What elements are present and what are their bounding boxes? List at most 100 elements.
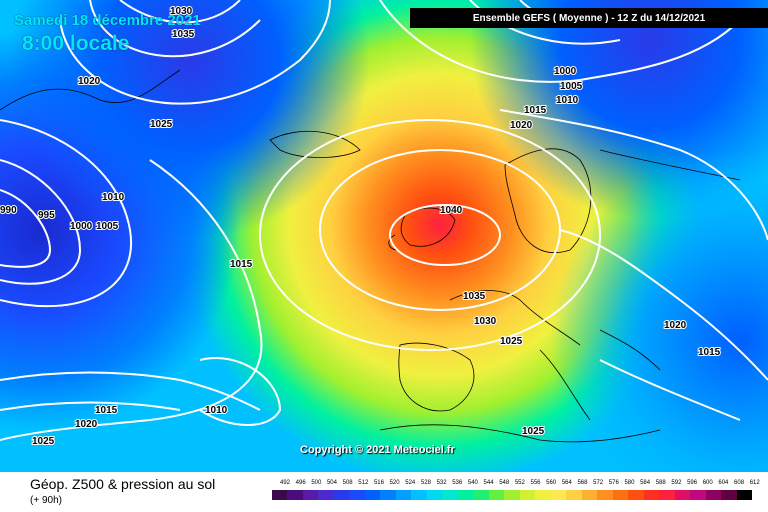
scale-label: 496 bbox=[295, 480, 306, 486]
scale-swatch bbox=[566, 490, 582, 500]
scale-label: 520 bbox=[389, 480, 400, 486]
scale-swatch bbox=[550, 490, 567, 500]
scale-label: 604 bbox=[718, 480, 729, 486]
scale-swatch bbox=[349, 490, 365, 500]
scale-label: 536 bbox=[452, 480, 463, 486]
isobar-label: 1020 bbox=[75, 419, 98, 430]
scale-swatch bbox=[628, 490, 644, 500]
weather-map: 1030 1035 1020 1025 1010 990 995 1000 10… bbox=[0, 0, 768, 472]
isobar-label: 1015 bbox=[230, 259, 253, 270]
scale-swatch bbox=[581, 490, 598, 500]
isobar-label: 1015 bbox=[698, 347, 721, 358]
scale-label: 524 bbox=[405, 480, 416, 486]
model-run-info: Ensemble GEFS ( Moyenne ) - 12 Z du 14/1… bbox=[410, 8, 768, 28]
scale-swatch bbox=[705, 490, 722, 500]
scale-label: 588 bbox=[655, 480, 666, 486]
scale-swatch bbox=[721, 490, 737, 500]
color-scale-labels: 492 496 500 504 508 512 516 520 524 528 532 536 540 5… bbox=[280, 480, 760, 486]
scale-label: 532 bbox=[436, 480, 447, 486]
legend-subtitle: (+ 90h) bbox=[30, 495, 62, 506]
scale-label: 544 bbox=[483, 480, 494, 486]
isobar-label: 1025 bbox=[500, 336, 523, 347]
scale-label: 600 bbox=[702, 480, 713, 486]
scale-label: 504 bbox=[326, 480, 337, 486]
isobar-label: 1000 bbox=[554, 66, 577, 77]
isobar-label: 1005 bbox=[96, 221, 119, 232]
scale-swatch bbox=[411, 490, 427, 500]
scale-swatch bbox=[442, 490, 458, 500]
scale-swatch bbox=[302, 490, 319, 500]
scale-swatch bbox=[333, 490, 350, 500]
scale-swatch bbox=[674, 490, 691, 500]
scale-swatch bbox=[457, 490, 474, 500]
scale-swatch bbox=[473, 490, 489, 500]
scale-label: 612 bbox=[749, 480, 760, 486]
scale-label: 492 bbox=[280, 480, 291, 486]
isobar-label: 1020 bbox=[664, 320, 687, 331]
isobar-label: 1040 bbox=[440, 205, 463, 216]
scale-swatch bbox=[364, 490, 381, 500]
scale-swatch bbox=[504, 490, 520, 500]
isobar-label: 1010 bbox=[102, 192, 125, 203]
isobar-label: 1010 bbox=[205, 405, 228, 416]
scale-swatch bbox=[597, 490, 613, 500]
legend-bar: Géop. Z500 & pression au sol (+ 90h) 492… bbox=[0, 472, 768, 512]
isobar-label: 1005 bbox=[560, 81, 583, 92]
isobar-label: 1010 bbox=[556, 95, 579, 106]
isobar-label: 1020 bbox=[78, 76, 101, 87]
forecast-date: Samedi 18 décembre 2021 bbox=[14, 12, 201, 29]
isobar-label: 995 bbox=[38, 210, 55, 221]
scale-label: 548 bbox=[499, 480, 510, 486]
copyright-text: Copyright © 2021 Meteociel.fr bbox=[300, 444, 455, 456]
scale-label: 564 bbox=[561, 480, 572, 486]
scale-label: 568 bbox=[577, 480, 588, 486]
isobar-label: 990 bbox=[0, 205, 17, 216]
scale-swatch bbox=[318, 490, 334, 500]
scale-label: 556 bbox=[530, 480, 541, 486]
scale-swatch bbox=[736, 490, 753, 500]
scale-label: 516 bbox=[373, 480, 384, 486]
scale-label: 580 bbox=[624, 480, 635, 486]
scale-label: 540 bbox=[467, 480, 478, 486]
scale-swatch bbox=[690, 490, 706, 500]
scale-label: 576 bbox=[608, 480, 619, 486]
isobar-labels: 1030 1035 1020 1025 1010 990 995 1000 10… bbox=[0, 5, 722, 448]
isobar-label: 1025 bbox=[32, 436, 55, 447]
scale-label: 528 bbox=[420, 480, 431, 486]
scale-swatch bbox=[643, 490, 660, 500]
forecast-time: 8:00 locale bbox=[22, 32, 130, 55]
scale-label: 508 bbox=[342, 480, 353, 486]
low-east bbox=[0, 0, 768, 472]
scale-swatch bbox=[535, 490, 551, 500]
scale-swatch bbox=[612, 490, 629, 500]
scale-label: 572 bbox=[593, 480, 604, 486]
isobar-label: 1025 bbox=[150, 119, 173, 130]
scale-label: 596 bbox=[687, 480, 698, 486]
scale-label: 500 bbox=[311, 480, 322, 486]
scale-swatch bbox=[395, 490, 412, 500]
scale-swatch bbox=[287, 490, 303, 500]
isobar-label: 1035 bbox=[463, 291, 486, 302]
scale-label: 560 bbox=[546, 480, 557, 486]
isobar-label: 1015 bbox=[95, 405, 118, 416]
scale-swatch bbox=[380, 490, 396, 500]
isobar-label: 1030 bbox=[474, 316, 497, 327]
color-scale bbox=[272, 490, 753, 500]
isobar-label: 1025 bbox=[522, 426, 545, 437]
scale-label: 592 bbox=[671, 480, 682, 486]
scale-swatch bbox=[519, 490, 536, 500]
scale-swatch bbox=[426, 490, 443, 500]
isobar-label: 1030 bbox=[170, 6, 193, 17]
scale-swatch bbox=[659, 490, 675, 500]
scale-swatch bbox=[488, 490, 505, 500]
scale-label: 512 bbox=[358, 480, 369, 486]
isobar-label: 1020 bbox=[510, 120, 533, 131]
isobar-label: 1000 bbox=[70, 221, 93, 232]
isobar-label: 1035 bbox=[172, 29, 195, 40]
scale-label: 608 bbox=[734, 480, 745, 486]
scale-label: 552 bbox=[514, 480, 525, 486]
scale-swatch bbox=[272, 490, 288, 500]
scale-label: 584 bbox=[640, 480, 651, 486]
isobar-label: 1015 bbox=[524, 105, 547, 116]
legend-title: Géop. Z500 & pression au sol bbox=[30, 476, 216, 492]
